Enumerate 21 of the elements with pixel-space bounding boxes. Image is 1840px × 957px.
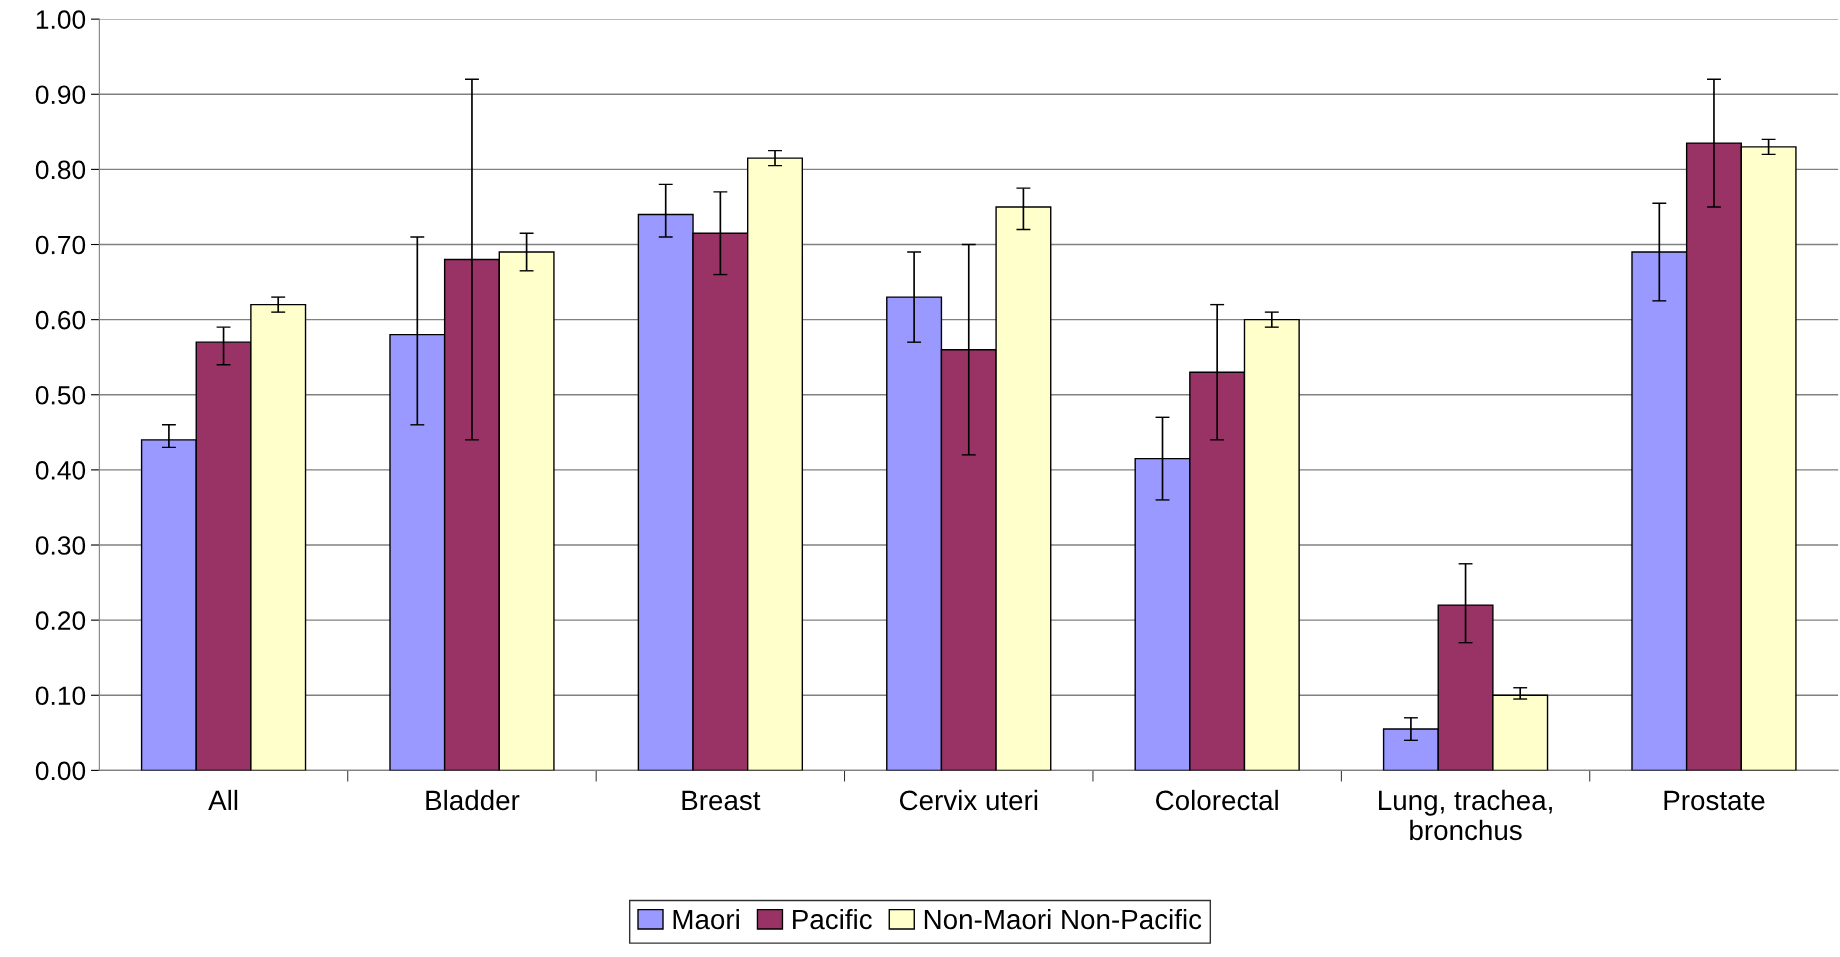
- x-tick-label: All: [208, 789, 238, 810]
- y-tick-label: 0.10: [35, 686, 86, 706]
- y-tick-label: 0.50: [35, 385, 86, 405]
- y-tick-label: 0.80: [35, 160, 86, 180]
- x-tick-label: Cervix uteri: [899, 789, 1038, 811]
- x-tick-label: Bladder: [426, 789, 520, 811]
- y-tick-label: 0.70: [35, 235, 86, 255]
- x-tick-label: Colorectal: [1156, 789, 1278, 811]
- x-tick-label: Prostate: [1664, 790, 1765, 811]
- y-tick-label: 0.60: [35, 310, 86, 330]
- y-tick-label: 0.30: [35, 536, 86, 555]
- legend-label: Pacific: [793, 908, 872, 930]
- legend-label: Non-Maori Non-Pacific: [924, 908, 1202, 930]
- y-tick-label: 0.90: [35, 85, 86, 105]
- legend-label: Maori: [673, 908, 739, 930]
- y-tick-label: 1.00: [36, 10, 86, 29]
- y-tick-label: 0.40: [35, 461, 86, 480]
- x-tick-label: Lung, trachea, bronchus: [1379, 789, 1552, 841]
- y-tick-label: 0.00: [35, 761, 86, 781]
- x-tick-label: Breast: [682, 790, 761, 811]
- y-tick-label: 0.20: [35, 611, 86, 630]
